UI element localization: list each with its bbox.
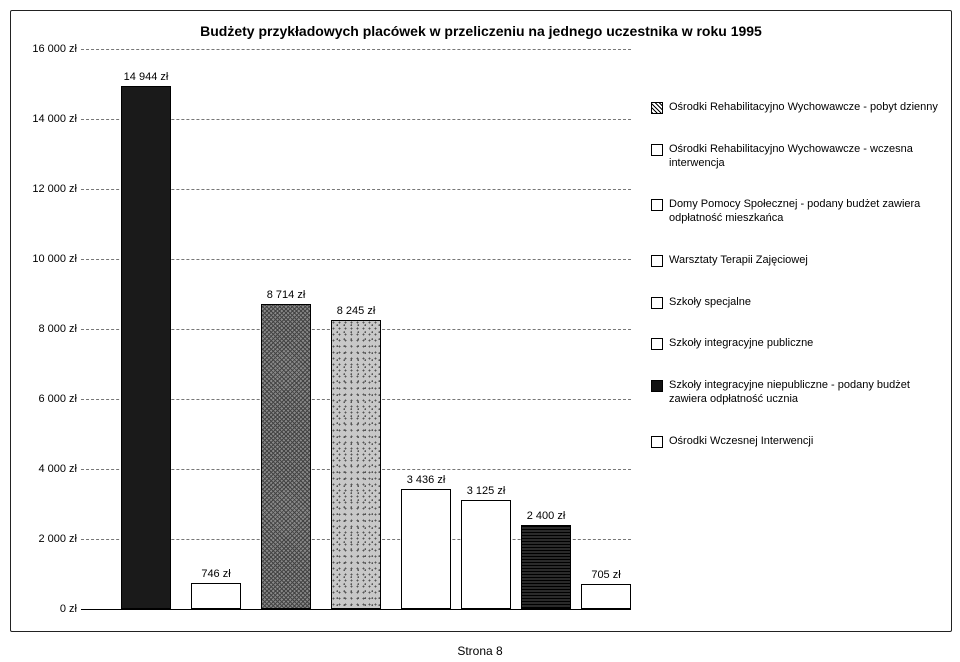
bar-value-label: 3 125 zł	[467, 485, 506, 497]
legend-item-orw_pobyt: Ośrodki Rehabilitacyjno Wychowawcze - po…	[651, 101, 941, 115]
legend-label: Ośrodki Wczesnej Interwencji	[669, 435, 813, 449]
y-axis-tick-label: 12 000 zł	[11, 183, 81, 195]
legend-swatch-icon	[651, 338, 663, 350]
legend-item-orw_wczesna: Ośrodki Rehabilitacyjno Wychowawcze - wc…	[651, 143, 941, 171]
legend-swatch-icon	[651, 199, 663, 211]
bar-wtz: 8 245 zł	[331, 320, 381, 609]
legend-label: Warsztaty Terapii Zajęciowej	[669, 254, 808, 268]
y-axis-tick-label: 6 000 zł	[11, 393, 81, 405]
legend-label: Szkoły specjalne	[669, 296, 751, 310]
bar-value-label: 8 245 zł	[337, 305, 376, 317]
legend-item-wtz: Warsztaty Terapii Zajęciowej	[651, 254, 941, 268]
page-footer-label: Strona 8	[0, 644, 960, 658]
legend-swatch-icon	[651, 297, 663, 309]
chart-title: Budżety przykładowych placówek w przelic…	[11, 23, 951, 39]
bar-szkoly_int_pub: 3 125 zł	[461, 500, 511, 609]
chart-frame: Budżety przykładowych placówek w przelic…	[10, 10, 952, 632]
y-axis-tick-label: 14 000 zł	[11, 113, 81, 125]
legend-swatch-icon	[651, 102, 663, 114]
bar-value-label: 14 944 zł	[124, 71, 169, 83]
legend-swatch-icon	[651, 255, 663, 267]
y-axis-tick-label: 4 000 zł	[11, 463, 81, 475]
y-axis-tick-label: 2 000 zł	[11, 533, 81, 545]
legend-label: Szkoły integracyjne niepubliczne - podan…	[669, 379, 941, 407]
bar-value-label: 705 zł	[591, 569, 620, 581]
legend-swatch-icon	[651, 436, 663, 448]
y-axis-tick-label: 0 zł	[11, 603, 81, 615]
bar-orw_wczesna: 746 zł	[191, 583, 241, 609]
legend-item-szkoly_int_niepub: Szkoły integracyjne niepubliczne - podan…	[651, 379, 941, 407]
bar-value-label: 8 714 zł	[267, 289, 306, 301]
bar-value-label: 3 436 zł	[407, 474, 446, 486]
bar-value-label: 746 zł	[201, 568, 230, 580]
chart-legend: Ośrodki Rehabilitacyjno Wychowawcze - po…	[651, 101, 941, 476]
legend-label: Domy Pomocy Społecznej - podany budżet z…	[669, 198, 941, 226]
legend-item-szkoly_spec: Szkoły specjalne	[651, 296, 941, 310]
legend-swatch-icon	[651, 380, 663, 392]
bar-value-label: 2 400 zł	[527, 510, 566, 522]
legend-item-szkoly_int_pub: Szkoły integracyjne publiczne	[651, 337, 941, 351]
page: Budżety przykładowych placówek w przelic…	[0, 0, 960, 662]
legend-label: Szkoły integracyjne publiczne	[669, 337, 813, 351]
legend-item-dps: Domy Pomocy Społecznej - podany budżet z…	[651, 198, 941, 226]
legend-label: Ośrodki Rehabilitacyjno Wychowawcze - po…	[669, 101, 938, 115]
legend-item-owi: Ośrodki Wczesnej Interwencji	[651, 435, 941, 449]
bar-dps: 8 714 zł	[261, 304, 311, 609]
chart-plot-area: 0 zł2 000 zł4 000 zł6 000 zł8 000 zł10 0…	[81, 49, 631, 610]
bar-szkoly_spec: 3 436 zł	[401, 489, 451, 609]
y-axis-tick-label: 10 000 zł	[11, 253, 81, 265]
y-axis-tick-label: 16 000 zł	[11, 43, 81, 55]
y-axis-tick-label: 8 000 zł	[11, 323, 81, 335]
bar-orw_pobyt: 14 944 zł	[121, 86, 171, 609]
legend-label: Ośrodki Rehabilitacyjno Wychowawcze - wc…	[669, 143, 941, 171]
bar-owi: 705 zł	[581, 584, 631, 609]
legend-swatch-icon	[651, 144, 663, 156]
gridline	[81, 49, 631, 50]
bar-szkoly_int_niepub: 2 400 zł	[521, 525, 571, 609]
